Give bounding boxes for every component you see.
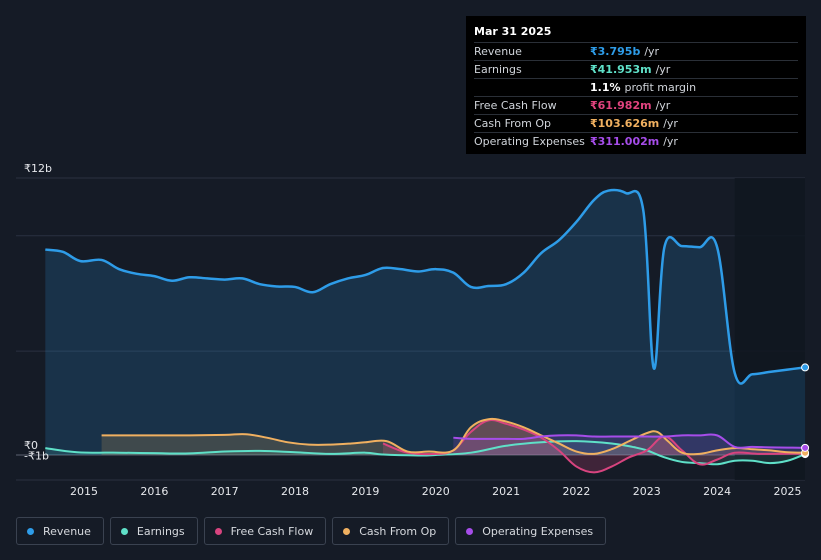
tooltip-row-unit: /yr [663, 117, 678, 130]
revenue-area [45, 189, 806, 455]
forecast-region [734, 178, 805, 480]
free-cash-flow-line [382, 419, 806, 474]
tooltip-row-value: ₹61.982m [590, 99, 652, 112]
x-tick-label: 2017 [211, 485, 239, 498]
tooltip-row-unit: /yr [655, 99, 671, 112]
tooltip-row-value: ₹3.795b [590, 45, 641, 58]
legend-dot-icon [214, 527, 222, 535]
tooltip-row-value: ₹103.626m [590, 117, 660, 130]
tooltip-row-label: Cash From Op [474, 117, 552, 130]
legend-dot-icon [466, 527, 474, 535]
x-tick-label: 2016 [140, 485, 168, 498]
legend-item-operating-expenses[interactable]: Operating Expenses [455, 517, 607, 545]
earnings-line [45, 440, 806, 466]
tooltip-row: Cash From Op ₹103.626m/yr [474, 114, 798, 132]
tooltip-row-label: Revenue [474, 45, 522, 58]
tooltip-row-value: 1.1% [590, 81, 621, 94]
chart-legend: Revenue Earnings Free Cash Flow Cash From O… [16, 517, 607, 545]
operating-expenses-line [453, 433, 806, 449]
operating-expenses-endpoint [801, 443, 810, 452]
tooltip-row-value: ₹41.953m [590, 63, 652, 76]
tooltip-row-unit: profit margin [624, 81, 697, 94]
legend-item-free-cash-flow[interactable]: Free Cash Flow [203, 517, 327, 545]
tooltip-row-label: Earnings [474, 63, 522, 76]
tooltip-row-unit: /yr [663, 135, 678, 148]
x-tick-label: 2018 [281, 485, 309, 498]
legend-item-revenue[interactable]: Revenue [16, 517, 104, 545]
legend-dot-icon [120, 527, 128, 535]
tooltip-row: Earnings ₹41.953m/yr [474, 60, 798, 78]
revenue-line [45, 188, 806, 385]
y-tick-label: -₹1b [24, 449, 49, 462]
x-axis-labels: 2015 2016 2017 2018 2019 2020 2021 2022 2023 2024… [70, 485, 802, 498]
tooltip-row: Revenue ₹3.795b/yr [474, 42, 798, 60]
tooltip-row-label: Free Cash Flow [474, 99, 557, 112]
tooltip-row-label [474, 79, 590, 96]
tooltip-date: Mar 31 2025 [474, 25, 552, 38]
legend-label: Earnings [136, 524, 185, 538]
legend-label: Operating Expenses [482, 524, 594, 538]
tooltip-row: Free Cash Flow ₹61.982m/yr [474, 96, 798, 114]
tooltip-row-label: Operating Expenses [474, 135, 585, 148]
x-tick-label: 2019 [351, 485, 379, 498]
cash-from-op-line [101, 417, 806, 456]
area-fills [45, 189, 806, 473]
legend-dot-icon [27, 527, 34, 535]
tooltip-row: 1.1% profit margin [474, 78, 798, 96]
legend-label: Free Cash Flow [230, 524, 314, 538]
y-tick-label: ₹0 [24, 439, 38, 452]
x-tick-label: 2020 [422, 485, 450, 498]
legend-label: Cash From Op [359, 524, 437, 538]
tooltip-row: Operating Expenses ₹311.002m/yr [474, 132, 798, 150]
x-tick-label: 2021 [492, 485, 520, 498]
x-tick-label: 2023 [633, 485, 661, 498]
x-tick-label: 2022 [562, 485, 590, 498]
y-axis-labels: ₹12b ₹0-₹1b [24, 162, 52, 462]
legend-dot-icon [343, 527, 351, 535]
tooltip-row-value: ₹311.002m [590, 135, 660, 148]
x-tick-label: 2025 [774, 485, 802, 498]
grid-layer [16, 177, 805, 481]
legend-label: Revenue [43, 524, 91, 538]
revenue-endpoint [801, 363, 810, 372]
free-cash-flow-area [382, 420, 806, 473]
x-tick-label: 2015 [70, 485, 98, 498]
x-tick-label: 2024 [703, 485, 731, 498]
tooltip-row-unit: /yr [655, 63, 671, 76]
y-tick-label: ₹12b [24, 162, 52, 175]
data-tooltip: Mar 31 2025 Revenue ₹3.795b/yr Earnings ₹41… [466, 16, 806, 154]
series-lines [45, 188, 810, 474]
tooltip-row-unit: /yr [644, 45, 660, 58]
legend-item-cash-from-op[interactable]: Cash From Op [332, 517, 450, 545]
legend-item-earnings[interactable]: Earnings [109, 517, 198, 545]
forecast-shading [734, 178, 805, 480]
